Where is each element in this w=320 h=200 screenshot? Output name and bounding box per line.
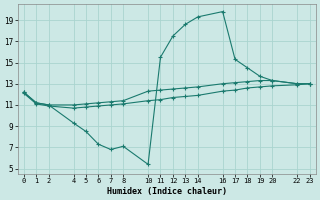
X-axis label: Humidex (Indice chaleur): Humidex (Indice chaleur) (107, 187, 227, 196)
